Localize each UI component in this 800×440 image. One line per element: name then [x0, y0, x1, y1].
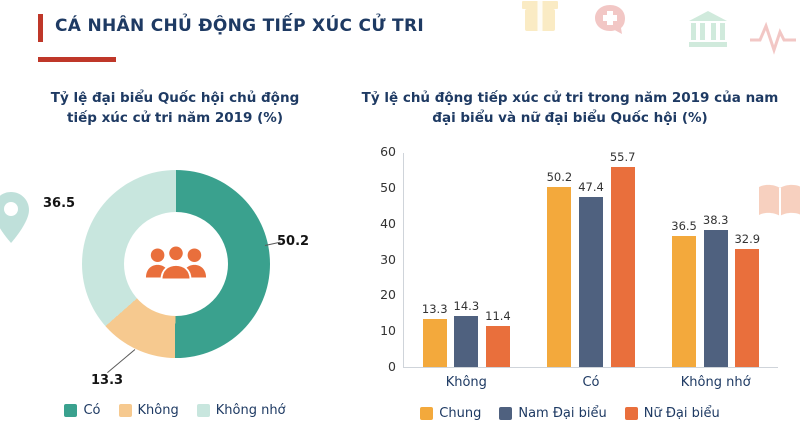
legend-item: Có — [64, 403, 101, 418]
bar-column: 50.2 — [546, 170, 573, 367]
y-axis-tick-label: 20 — [380, 287, 396, 303]
bar-value-label: 13.3 — [421, 302, 448, 317]
legend-label: Không — [137, 403, 179, 418]
legend-item: Không — [118, 403, 179, 418]
bar — [422, 319, 447, 367]
legend-label: Nam Đại biểu — [518, 406, 607, 421]
bar-column: 47.4 — [578, 180, 604, 367]
bar-column: 55.7 — [609, 150, 636, 367]
y-axis-tick-label: 30 — [380, 251, 396, 267]
bar-value-label: 55.7 — [609, 150, 636, 165]
legend-label: Có — [83, 403, 101, 418]
bar-value-label: 11.4 — [485, 309, 511, 324]
y-axis-tick-label: 10 — [380, 323, 396, 339]
y-axis-tick-label: 50 — [380, 179, 396, 195]
bar-group: 50.2 47.4 55.7 Có — [529, 150, 654, 390]
pie-value-label: 36.5 — [43, 196, 76, 211]
bank-icon — [686, 8, 730, 56]
people-group-icon — [145, 242, 207, 286]
medical-chat-icon — [592, 2, 628, 42]
bar — [547, 187, 572, 367]
bar-group: 36.5 38.3 32.9 Không nhớ — [653, 153, 778, 390]
legend-item: Nữ Đại biểu — [624, 406, 720, 421]
legend-swatch — [118, 404, 132, 417]
legend-item: Chung — [420, 406, 481, 421]
bar-chart-section: Tỷ lệ chủ động tiếp xúc cử tri trong năm… — [345, 88, 795, 433]
legend-label: Không nhớ — [215, 403, 286, 418]
category-label: Không nhớ — [680, 375, 751, 390]
bar-column: 38.3 — [702, 212, 729, 367]
title-accent-bar — [38, 14, 43, 42]
bar — [454, 315, 479, 367]
bar — [672, 236, 697, 367]
bar-value-label: 38.3 — [702, 212, 729, 227]
gift-icon — [518, 0, 562, 42]
pie-value-label: 50.2 — [277, 234, 310, 249]
bar-column: 14.3 — [453, 298, 480, 367]
donut-chart — [82, 170, 270, 358]
bar-value-label: 47.4 — [578, 180, 604, 195]
bar — [735, 249, 760, 367]
category-label: Có — [582, 375, 600, 390]
legend-label: Nữ Đại biểu — [643, 406, 720, 421]
bar-value-label: 14.3 — [453, 298, 480, 313]
bar — [610, 167, 635, 367]
donut-chart-section: Tỷ lệ đại biểu Quốc hội chủ động tiếp xú… — [15, 88, 335, 433]
legend-label: Chung — [439, 406, 482, 421]
legend-swatch — [624, 407, 638, 420]
bar — [579, 197, 603, 367]
bar-column: 13.3 — [422, 302, 448, 367]
donut-hole — [124, 212, 228, 316]
legend-item: Không nhớ — [196, 403, 286, 418]
pie-value-label: 13.3 — [91, 373, 124, 388]
bar-chart: 0 10 20 30 40 50 60 13.3 14.3 11.4 Không 50.2 47.4 55… — [345, 143, 795, 403]
title-underline — [38, 57, 116, 62]
bar-group: 13.3 14.3 11.4 Không — [404, 153, 529, 390]
bar-column: 36.5 — [671, 219, 697, 367]
donut-legend: Có Không Không nhớ — [15, 403, 335, 418]
category-label: Không — [445, 375, 487, 390]
y-axis-tick-label: 60 — [380, 144, 396, 159]
y-axis-tick-label: 40 — [380, 215, 396, 231]
bar-value-label: 50.2 — [546, 170, 573, 185]
legend-swatch — [196, 404, 210, 417]
leader-line — [107, 349, 136, 374]
donut-chart-title: Tỷ lệ đại biểu Quốc hội chủ động tiếp xú… — [50, 90, 300, 127]
bar-plot: 0 10 20 30 40 50 60 13.3 14.3 11.4 Không 50.2 47.4 55… — [380, 144, 778, 390]
pulse-icon — [748, 16, 798, 64]
page-title: CÁ NHÂN CHỦ ĐỘNG TIẾP XÚC CỬ TRI — [55, 16, 424, 36]
legend-swatch — [64, 404, 78, 417]
bar-value-label: 36.5 — [671, 219, 697, 234]
bar — [485, 326, 510, 367]
y-axis-tick-label: 0 — [388, 359, 396, 374]
legend-item: Nam Đại biểu — [499, 406, 607, 421]
bar-value-label: 32.9 — [734, 232, 761, 247]
bar-legend: Chung Nam Đại biểu Nữ Đại biểu — [345, 406, 795, 421]
legend-swatch — [420, 407, 434, 420]
bar — [703, 229, 728, 367]
bar-column: 32.9 — [734, 232, 760, 367]
bar-column: 11.4 — [485, 309, 511, 367]
legend-swatch — [499, 407, 513, 420]
bar-chart-title: Tỷ lệ chủ động tiếp xúc cử tri trong năm… — [361, 90, 779, 127]
